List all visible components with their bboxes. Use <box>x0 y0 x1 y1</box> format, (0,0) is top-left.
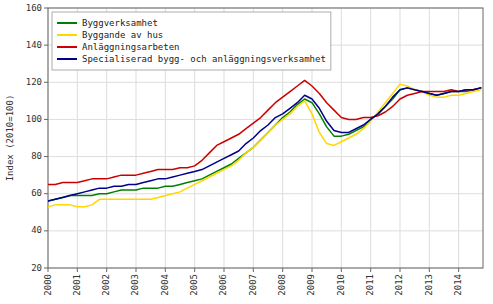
tick-label: 2004 <box>160 274 170 296</box>
tick-mark <box>44 82 48 83</box>
tick-mark <box>135 268 136 272</box>
tick-label: 100 <box>26 114 42 124</box>
tick-mark <box>311 268 312 272</box>
tick-mark <box>44 156 48 157</box>
tick-mark <box>44 193 48 194</box>
tick-label: 2006 <box>218 274 228 296</box>
tick-label: 2007 <box>248 274 258 296</box>
grid-line <box>399 8 400 268</box>
tick-mark <box>194 268 195 272</box>
tick-label: 2008 <box>277 274 287 296</box>
grid-line <box>48 193 483 194</box>
tick-label: 140 <box>26 40 42 50</box>
grid-line <box>341 8 342 268</box>
axes: 20 40 60 80 100 120 140 160 2000 2001 2002 2003 2004… <box>26 3 483 296</box>
tick-mark <box>223 268 224 272</box>
tick-label: 80 <box>31 151 42 161</box>
tick-mark <box>253 268 254 272</box>
legend-swatch <box>57 46 77 48</box>
tick-mark <box>165 268 166 272</box>
tick-mark <box>106 268 107 272</box>
tick-label: 2014 <box>453 274 463 296</box>
line <box>48 84 481 207</box>
tick-mark <box>77 268 78 272</box>
grid-line <box>48 82 483 83</box>
tick-label: 60 <box>31 188 42 198</box>
tick-mark <box>341 268 342 272</box>
legend: Byggverksamhet Byggande av hus Anläggnings… <box>52 12 331 70</box>
tick-mark <box>44 119 48 120</box>
tick-mark <box>44 8 48 9</box>
plot-area <box>48 8 483 268</box>
tick-mark <box>44 230 48 231</box>
chart: 20 40 60 80 100 120 140 160 2000 2001 2002 2003 2004… <box>0 0 493 304</box>
series-group <box>48 80 481 206</box>
tick-label: 2005 <box>189 274 199 296</box>
line <box>48 80 481 184</box>
tick-mark <box>458 268 459 272</box>
tick-label: 2003 <box>130 274 140 296</box>
grid-line <box>458 8 459 268</box>
tick-label: 2002 <box>101 274 111 296</box>
legend-swatch <box>57 22 77 24</box>
tick-mark <box>48 268 49 272</box>
tick-label: 40 <box>31 225 42 235</box>
plot-frame <box>48 8 483 268</box>
legend-label: Specialiserad bygg- och anläggningsverks… <box>82 54 326 64</box>
legend-label: Byggande av hus <box>82 30 163 40</box>
tick-label: 2012 <box>394 274 404 296</box>
grid-line <box>48 119 483 120</box>
legend-label: Byggverksamhet <box>82 18 158 28</box>
tick-label: 2000 <box>43 274 53 296</box>
tick-mark <box>429 268 430 272</box>
tick-mark <box>44 268 48 269</box>
tick-label: 2001 <box>72 274 82 296</box>
legend-swatch <box>57 34 77 36</box>
tick-mark <box>399 268 400 272</box>
axis-label: Index (2010=100) <box>5 95 15 182</box>
tick-label: 2011 <box>365 274 375 296</box>
tick-label: 2010 <box>336 274 346 296</box>
tick-mark <box>44 45 48 46</box>
grid-line <box>370 8 371 268</box>
tick-label: 2013 <box>424 274 434 296</box>
tick-label: 20 <box>31 263 42 273</box>
tick-mark <box>370 268 371 272</box>
tick-label: 2009 <box>306 274 316 296</box>
legend-label: Anläggningsarbeten <box>82 42 180 52</box>
legend-box <box>52 12 331 70</box>
tick-mark <box>282 268 283 272</box>
legend-swatch <box>57 58 77 60</box>
tick-label: 120 <box>26 77 42 87</box>
grid-line <box>48 230 483 231</box>
grid-line <box>48 156 483 157</box>
tick-label: 160 <box>26 3 42 13</box>
line <box>48 88 481 201</box>
grid <box>48 8 483 268</box>
line <box>48 88 481 201</box>
grid-line <box>429 8 430 268</box>
